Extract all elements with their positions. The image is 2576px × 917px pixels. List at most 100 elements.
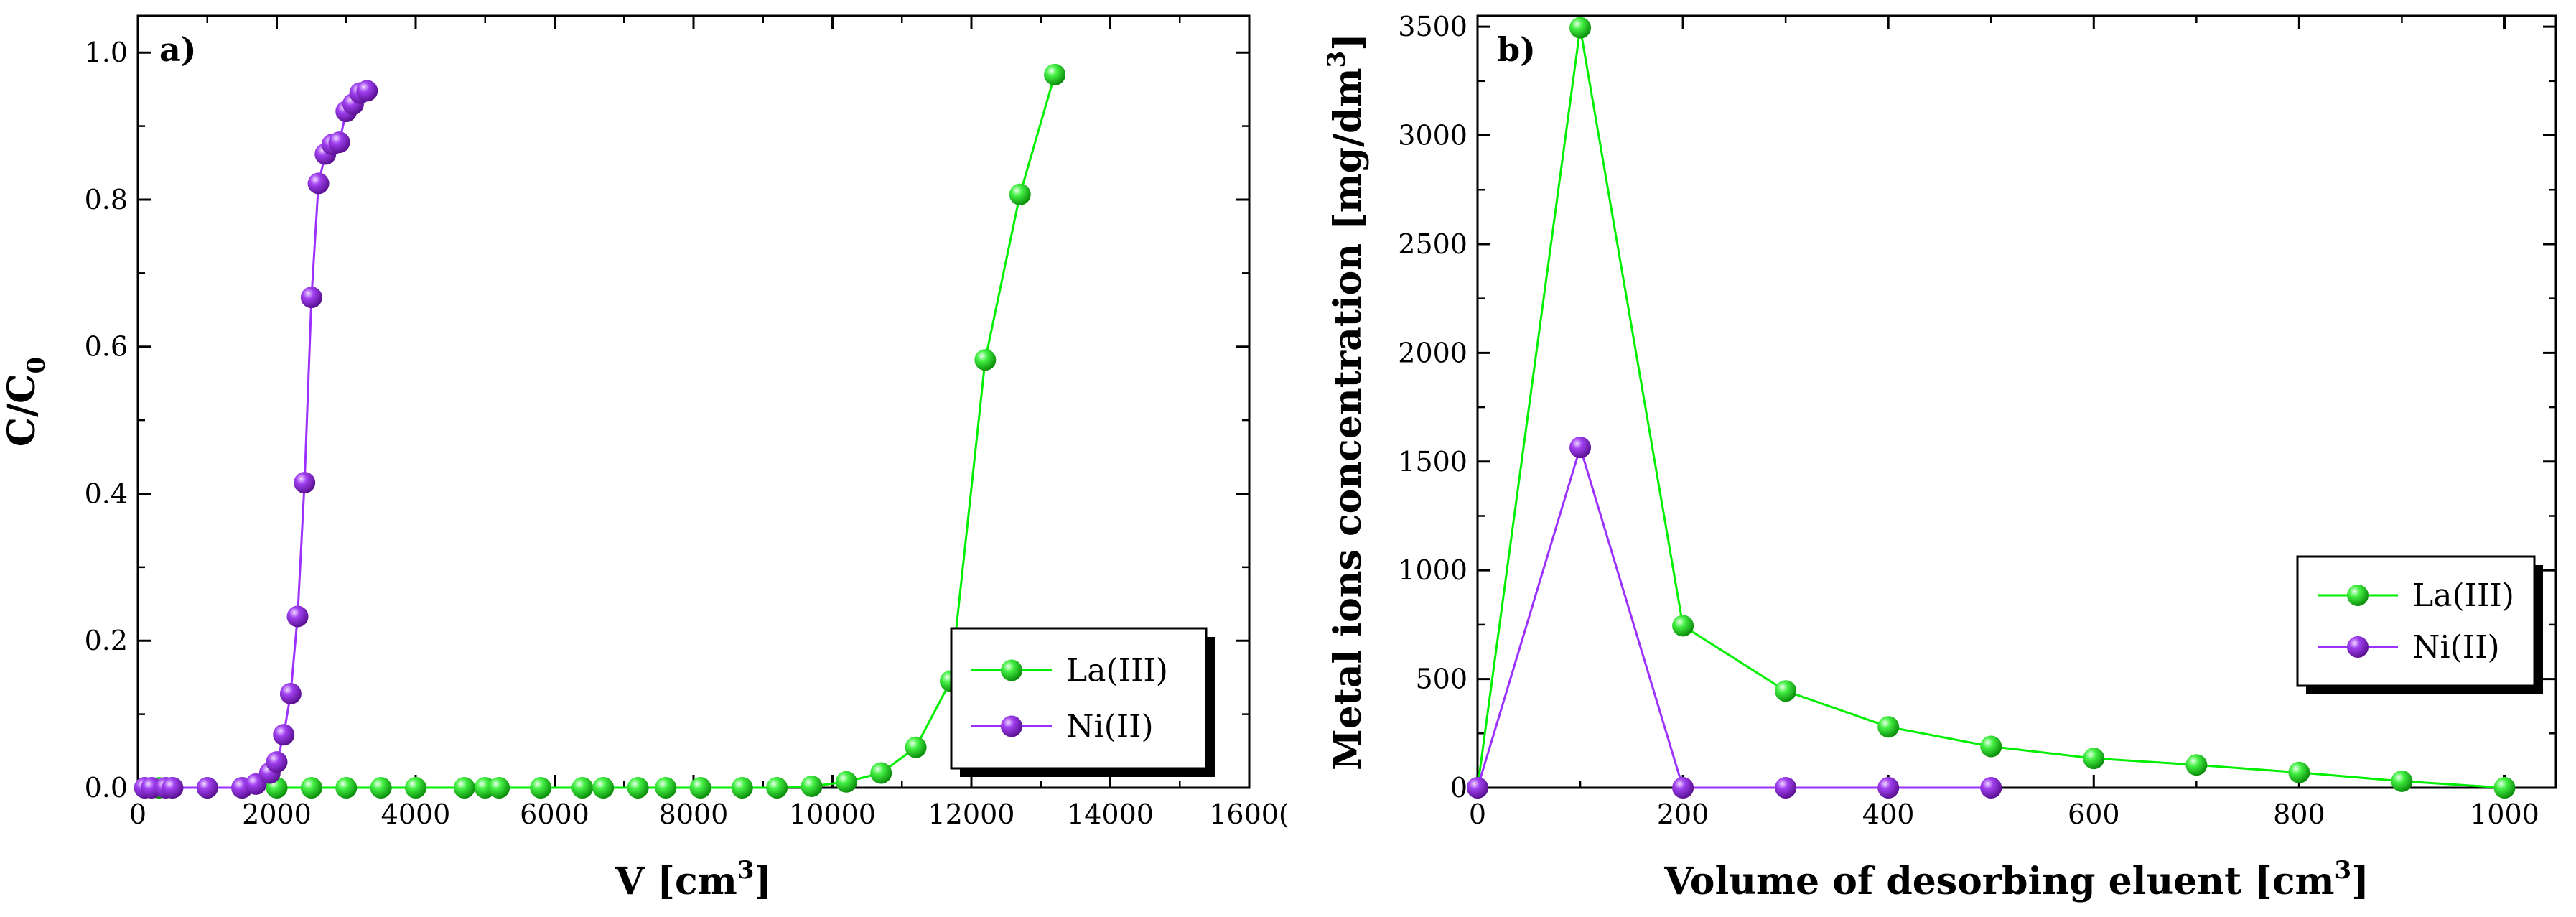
x-tick-label: 1600( bbox=[1209, 799, 1289, 830]
y-axis-title-text: C/C bbox=[0, 373, 44, 447]
data-point-ni bbox=[1775, 777, 1797, 799]
plot-frame bbox=[1476, 14, 2557, 789]
panel-label: b) bbox=[1497, 30, 1536, 69]
x-tick-label: 0 bbox=[129, 799, 146, 830]
data-point-ni bbox=[273, 724, 295, 746]
y-tick-label: 2000 bbox=[1398, 337, 1467, 368]
series-line-ni bbox=[1476, 443, 1992, 789]
data-point-la bbox=[1980, 735, 2002, 758]
series-line-la bbox=[144, 74, 1056, 789]
y-tick-label: 1000 bbox=[1398, 554, 1467, 586]
legend-marker-ni bbox=[2347, 636, 2369, 658]
y-axis-title-sup: 3 bbox=[1322, 51, 1351, 68]
data-point-la bbox=[592, 777, 615, 799]
y-tick-label: 3500 bbox=[1398, 11, 1467, 42]
y-tick-label: 0 bbox=[1450, 772, 1467, 804]
data-point-la bbox=[530, 777, 552, 799]
x-tick-label: 2000 bbox=[242, 799, 312, 830]
y-tick-label: 1.0 bbox=[85, 37, 128, 68]
data-point-la bbox=[2493, 777, 2516, 799]
data-point-ni bbox=[279, 682, 302, 704]
x-axis-title-end: ] bbox=[754, 860, 772, 903]
x-axis-title-text: Volume of desorbing eluent [cm bbox=[1663, 860, 2334, 903]
y-axis-title-end: ] bbox=[1326, 33, 1370, 51]
x-tick-label: 800 bbox=[2273, 799, 2325, 830]
legend-marker-la bbox=[2347, 585, 2369, 606]
y-axis-title: C/C0 bbox=[0, 357, 51, 447]
data-point-ni bbox=[300, 287, 322, 309]
series-line-ni bbox=[144, 89, 368, 789]
x-axis-ticks: 0 2000 4000 6000 8000 10000 12000 14000 1600( bbox=[129, 16, 1289, 830]
data-point-la bbox=[300, 777, 322, 799]
x-tick-label: 1000 bbox=[2470, 799, 2539, 830]
data-point-ni bbox=[1569, 437, 1592, 459]
data-point-la bbox=[1877, 716, 1900, 738]
data-point-la bbox=[1009, 183, 1031, 205]
legend-marker-ni bbox=[1001, 715, 1022, 737]
data-point-la bbox=[1775, 680, 1797, 702]
data-point-la bbox=[627, 777, 649, 799]
legend-label-la: La(III) bbox=[2412, 577, 2514, 614]
x-tick-label: 8000 bbox=[659, 799, 729, 830]
data-point-ni bbox=[1980, 777, 2002, 799]
data-point-la bbox=[370, 777, 392, 799]
data-point-la bbox=[905, 736, 927, 758]
data-point-ni bbox=[286, 605, 309, 628]
x-tick-label: 10000 bbox=[789, 799, 876, 830]
data-point-ni bbox=[328, 131, 350, 154]
y-axis-title: Metal ions concentration [mg/dm3] bbox=[1322, 33, 1370, 771]
data-point-la bbox=[2391, 770, 2413, 792]
data-point-ni bbox=[307, 172, 330, 195]
y-tick-label: 500 bbox=[1415, 664, 1467, 695]
y-tick-label: 0.0 bbox=[85, 772, 128, 804]
legend: La(III) Ni(II) bbox=[2296, 555, 2543, 694]
legend: La(III) Ni(II) bbox=[950, 627, 1215, 777]
series-ni bbox=[134, 80, 378, 799]
data-point-ni bbox=[356, 80, 378, 102]
data-point-ni bbox=[266, 751, 288, 773]
panel-label: a) bbox=[159, 30, 197, 69]
data-point-la bbox=[1044, 63, 1066, 85]
x-axis-title-sup: 3 bbox=[2335, 856, 2352, 885]
y-tick-label: 0.4 bbox=[85, 478, 128, 509]
x-tick-label: 0 bbox=[1469, 799, 1486, 830]
x-axis-title: Volume of desorbing eluent [cm3] bbox=[1663, 856, 2369, 903]
y-tick-label: 0.6 bbox=[85, 331, 128, 363]
data-point-la bbox=[1672, 615, 1694, 637]
y-tick-label: 0.2 bbox=[85, 625, 128, 656]
x-tick-label: 6000 bbox=[520, 799, 589, 830]
legend-label-la: La(III) bbox=[1066, 653, 1168, 689]
x-tick-label: 200 bbox=[1657, 799, 1709, 830]
data-point-la bbox=[655, 777, 677, 799]
data-point-ni bbox=[196, 777, 218, 799]
x-tick-label: 14000 bbox=[1067, 799, 1154, 830]
data-point-la bbox=[405, 777, 426, 799]
x-tick-label: 400 bbox=[1862, 799, 1915, 830]
data-point-la bbox=[335, 777, 358, 799]
data-point-la bbox=[731, 777, 753, 799]
data-point-la bbox=[2185, 754, 2208, 776]
x-tick-label: 12000 bbox=[928, 799, 1015, 830]
y-axis-title-sub: 0 bbox=[22, 357, 51, 374]
chart-a-breakthrough: 0 2000 4000 6000 8000 10000 12000 14000 1600(0.0… bbox=[0, 14, 1289, 903]
data-point-ni bbox=[1672, 777, 1694, 799]
y-tick-label: 2500 bbox=[1398, 228, 1467, 260]
data-point-la bbox=[1569, 17, 1592, 39]
series-la bbox=[134, 63, 1066, 799]
legend-box bbox=[950, 627, 1208, 770]
legend-label-ni: Ni(II) bbox=[1066, 709, 1154, 745]
data-point-la bbox=[2288, 761, 2310, 783]
series-la bbox=[1467, 17, 2516, 799]
data-point-la bbox=[2083, 748, 2105, 770]
x-axis-ticks: 0 200 400 600 800 1000 bbox=[1469, 16, 2539, 830]
data-point-la bbox=[870, 762, 892, 784]
y-axis-ticks: 0 500 1000 1500 2000 2500 3000 3500 bbox=[1398, 11, 2556, 804]
legend-marker-la bbox=[1001, 659, 1022, 681]
data-point-la bbox=[488, 777, 510, 799]
data-point-la bbox=[974, 349, 997, 371]
y-tick-label: 3000 bbox=[1398, 120, 1467, 152]
chart-b-desorption: 0 200 400 600 800 1000 0 500 1000 1500 2000 2500 300… bbox=[1322, 11, 2557, 903]
y-axis-title-text: Metal ions concentration [mg/dm bbox=[1326, 68, 1370, 770]
legend-label-ni: Ni(II) bbox=[2412, 629, 2500, 666]
